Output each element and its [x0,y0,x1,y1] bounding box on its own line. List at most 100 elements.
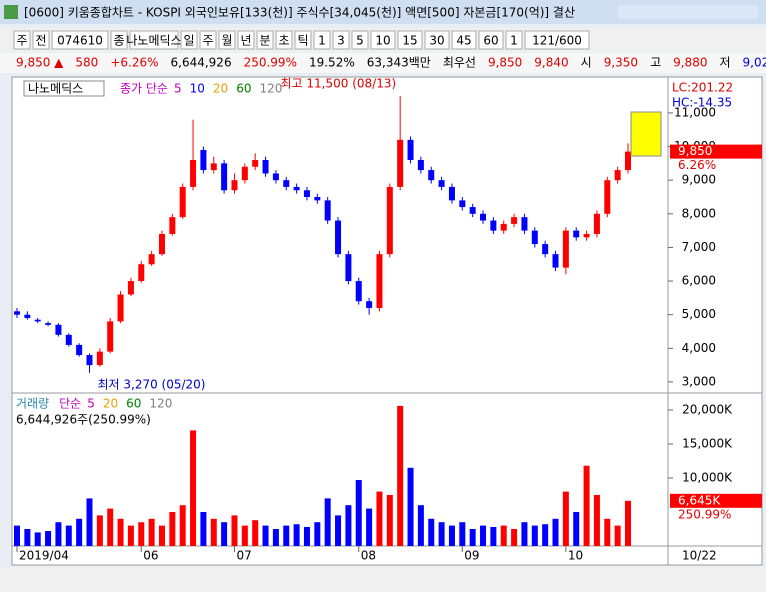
toolbar-button[interactable] [294,30,312,50]
toolbar-button[interactable] [370,30,396,50]
toolbar-button[interactable] [237,30,255,50]
ma-period: 120 [259,82,282,96]
toolbar-button[interactable] [332,30,350,50]
x-tick-label: 06 [143,549,158,563]
volume-bar [76,518,83,546]
volume-bar [283,525,290,546]
candle-body [335,220,342,255]
toolbar-button[interactable] [313,30,331,50]
candle-body [190,160,197,187]
ma-period: 5 [87,397,95,411]
toolbar-button[interactable] [451,30,477,50]
toolbar-button[interactable] [424,30,450,50]
toolbar-button[interactable] [13,30,31,50]
info-value: 시 [581,56,592,70]
toolbar-label: 074610 [57,34,103,48]
info-value: 최우선 [443,56,476,70]
y-tick-label: 8,000 [682,206,716,220]
scroll-bar[interactable] [0,567,766,592]
high-annotation: 최고 11,500 (08/13) [281,77,397,91]
info-value: +6.26% [110,56,158,70]
candle-body [262,160,269,174]
candle-body [55,324,62,335]
candle-body [562,230,569,268]
ma-period: 60 [236,82,251,96]
candle-body [407,139,414,161]
volume-bar [614,525,621,546]
candle-body [158,233,165,255]
candle-body [417,160,424,171]
toolbar-button[interactable] [524,30,590,50]
candle-body [127,281,134,295]
candle-body [210,163,217,171]
info-value: 9,350 [604,56,638,70]
toolbar-label: 월 [221,34,232,48]
volume-bar [583,465,590,546]
info-value: 9,840 [534,56,568,70]
toolbar-button[interactable] [256,30,274,50]
y-tick-label: 9,000 [682,173,716,187]
change-label: 6.26% [678,158,716,172]
candle-body [252,160,259,167]
volume-title: 거래량 [16,397,49,411]
toolbar-label: 1 [510,34,518,48]
volume-bar [107,508,114,546]
toolbar-label: 121/600 [532,34,582,48]
candle-body [469,207,476,214]
toolbar-button[interactable] [110,30,128,50]
y-tick-label: 6,000 [682,274,716,288]
volume-bar [127,525,134,546]
toolbar-button[interactable] [51,30,109,50]
volume-bar [593,494,600,546]
toolbar-button[interactable] [351,30,369,50]
toolbar-button[interactable] [180,30,198,50]
toolbar-button[interactable] [32,30,50,50]
info-value: 9,880 [673,56,707,70]
candle-body [324,200,331,221]
toolbar-label: 년 [240,34,251,48]
candle-body [231,180,238,191]
volume-bar [335,515,342,546]
title-buttons[interactable] [618,5,758,19]
current-price-box [670,144,762,159]
candle-body [148,254,155,265]
candle-body [355,281,362,302]
y-tick-label: 15,000K [682,436,733,450]
volume-bar [303,526,310,546]
candle-body [366,301,373,308]
toolbar-button[interactable] [218,30,236,50]
candle-body [96,351,103,366]
volume-bar [34,532,41,546]
info-value: 9,020 [743,56,766,70]
toolbar-label: 1 [318,34,326,48]
volume-bar [231,515,238,546]
toolbar-button[interactable] [199,30,217,50]
info-bar [0,53,766,73]
candle-body [386,186,393,255]
toolbar-button[interactable] [505,30,523,50]
hc-label: HC:-14.35 [672,96,732,110]
x-tick-label: 09 [464,549,479,563]
toolbar-button[interactable] [397,30,423,50]
volume-bar [14,525,20,546]
toolbar-label: 3 [337,34,345,48]
volume-bar [397,405,404,546]
chart-area [11,76,763,566]
toolbar-label: 전 [35,34,46,48]
candle-body [241,166,248,181]
volume-bar [355,480,362,546]
candle-body [531,230,538,245]
volume-bar [117,518,124,546]
volume-bar [448,525,455,546]
toolbar-label: 틱 [297,34,308,48]
toolbar-button[interactable] [129,30,179,50]
volume-bar [55,522,62,546]
volume-bar [500,525,507,546]
candle-body [490,220,497,231]
y-tick-label: 4,000 [682,341,716,355]
info-value: 250.99% [244,56,297,70]
volume-bar [190,430,197,546]
ma-period: 20 [103,397,118,411]
toolbar-button[interactable] [275,30,293,50]
toolbar-button[interactable] [478,30,504,50]
